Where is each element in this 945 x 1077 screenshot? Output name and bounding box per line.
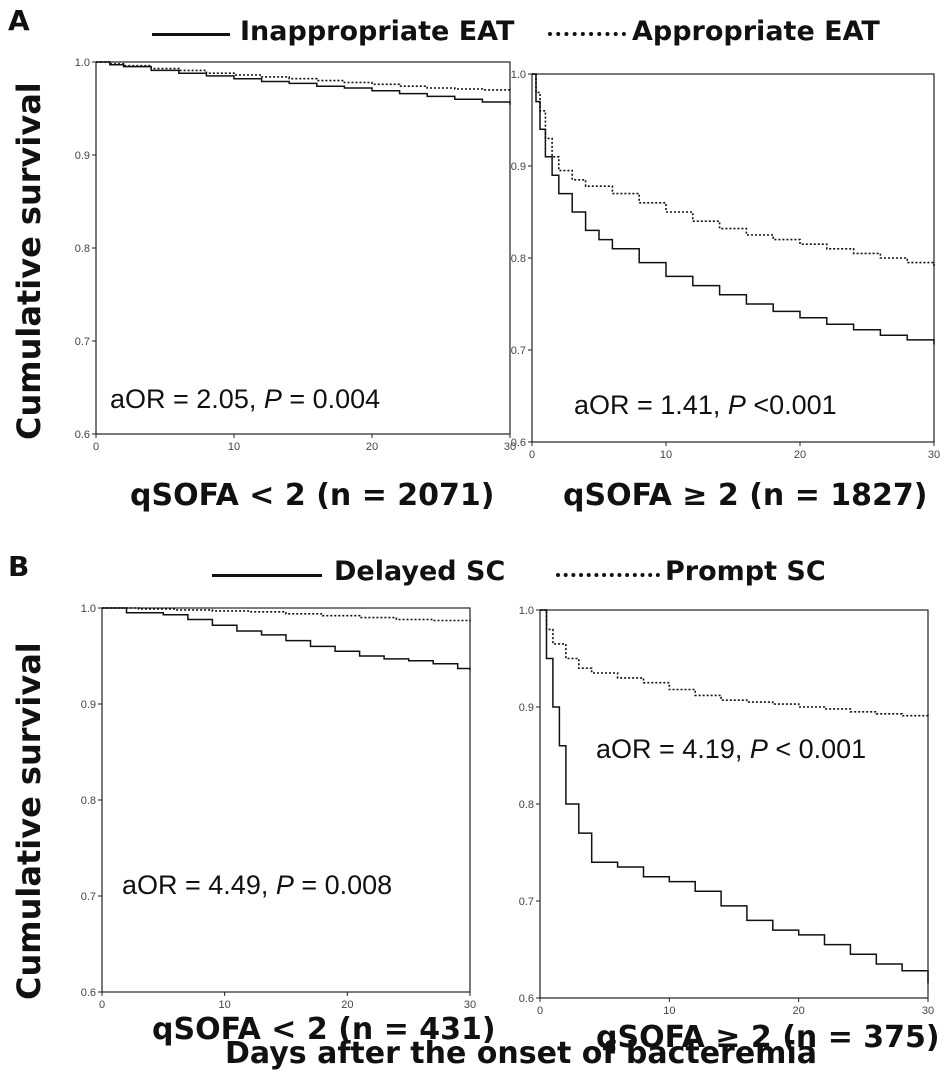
- aor-text: aOR = 4.49,: [122, 870, 276, 900]
- x-tick-label: 0: [529, 449, 535, 461]
- legend-label-prompt-sc: Prompt SC: [665, 556, 826, 587]
- aor-annotation: aOR = 4.19, P < 0.001: [596, 734, 866, 765]
- subtitle-b-qsofa-ge2: qSOFA ≥ 2 (n = 375): [596, 1020, 940, 1055]
- x-tick-label: 10: [219, 999, 231, 1011]
- y-tick-label: 0.7: [511, 345, 526, 357]
- subtitle-a-qsofa-ge2: qSOFA ≥ 2 (n = 1827): [563, 478, 928, 513]
- aor-annotation: aOR = 1.41, P <0.001: [574, 390, 837, 421]
- x-tick-label: 30: [922, 1005, 934, 1017]
- x-tick-label: 0: [537, 1005, 543, 1017]
- subtitle-b-qsofa-lt2: qSOFA < 2 (n = 431): [152, 1012, 496, 1047]
- x-tick-label: 20: [794, 449, 806, 461]
- legend-solid-line-b: [212, 574, 322, 577]
- x-tick-label: 10: [228, 441, 240, 453]
- km-plot-a-qsofa-ge2: 0.6 0.7 0.8 0.9 1.0 0 10 20 30: [511, 69, 940, 461]
- y-tick-label: 0.8: [519, 799, 534, 811]
- series-line-dotted: [102, 607, 471, 622]
- x-tick-label: 20: [341, 999, 353, 1011]
- y-axis-label-b: Cumulative survival: [10, 642, 48, 1000]
- km-plot-a-qsofa-lt2: 0.6 0.7 0.8 0.9 1.0 0 10 20 30: [75, 57, 516, 453]
- p-value-text: <0.001: [745, 390, 837, 420]
- panel-label-a: A: [8, 4, 30, 37]
- aor-text: aOR = 4.19,: [596, 734, 750, 764]
- legend-label-inappropriate-eat: Inappropriate EAT: [240, 16, 515, 47]
- x-tick-label: 30: [464, 999, 476, 1011]
- aor-annotation: aOR = 2.05, P = 0.004: [110, 384, 380, 415]
- panel-label-b: B: [8, 550, 30, 583]
- plot-frame: [539, 609, 929, 999]
- series-line-solid: [102, 607, 471, 671]
- plot-frame: [531, 73, 935, 443]
- legend-dotted-line-a: [548, 32, 626, 36]
- x-tick-label: 10: [660, 449, 672, 461]
- p-value-text: < 0.001: [767, 734, 867, 764]
- y-tick-label: 0.9: [511, 161, 526, 173]
- y-tick-label: 0.8: [511, 253, 526, 265]
- legend-solid-line-a: [152, 33, 230, 36]
- series-line-dotted: [96, 61, 511, 91]
- series-line-solid: [540, 609, 929, 984]
- y-tick-label: 0.6: [81, 987, 96, 999]
- x-tick-label: 10: [663, 1005, 675, 1017]
- y-tick-label: 0.9: [519, 702, 534, 714]
- series-line-dotted: [540, 609, 929, 718]
- legend-label-appropriate-eat: Appropriate EAT: [632, 16, 880, 47]
- aor-text: aOR = 1.41,: [574, 390, 728, 420]
- subtitle-a-qsofa-lt2: qSOFA < 2 (n = 2071): [130, 478, 495, 513]
- y-tick-label: 0.8: [75, 243, 90, 255]
- plot-frame: [101, 607, 471, 993]
- x-tick-label: 0: [93, 441, 99, 453]
- series-line-dotted: [532, 73, 935, 268]
- y-tick-label: 0.7: [75, 336, 90, 348]
- plot-frame: [95, 61, 511, 435]
- aor-annotation: aOR = 4.49, P = 0.008: [122, 870, 392, 901]
- p-symbol: P: [749, 734, 768, 764]
- km-plot-b-qsofa-lt2: 0.6 0.7 0.8 0.9 1.0 0 10 20 30: [81, 603, 476, 1011]
- km-plot-b-qsofa-ge2: 0.6 0.7 0.8 0.9 1.0 0 10 20 30: [519, 605, 934, 1017]
- x-tick-label: 20: [366, 441, 378, 453]
- x-tick-label: 20: [793, 1005, 805, 1017]
- p-symbol: P: [727, 390, 746, 420]
- y-tick-label: 0.7: [519, 896, 534, 908]
- y-tick-label: 0.6: [75, 429, 90, 441]
- x-tick-label: 30: [504, 441, 516, 453]
- y-tick-label: 0.6: [511, 437, 526, 449]
- legend-dotted-line-b: [556, 573, 660, 577]
- legend-label-delayed-sc: Delayed SC: [334, 556, 506, 587]
- y-tick-label: 0.9: [81, 699, 96, 711]
- p-symbol: P: [263, 384, 282, 414]
- y-tick-label: 0.8: [81, 795, 96, 807]
- y-tick-label: 1.0: [75, 57, 90, 69]
- x-tick-label: 30: [928, 449, 940, 461]
- y-tick-label: 1.0: [81, 603, 96, 615]
- aor-text: aOR = 2.05,: [110, 384, 264, 414]
- common-x-axis-label: Days after the onset of bacteremia: [225, 1036, 817, 1071]
- y-axis-label-a: Cumulative survival: [10, 82, 48, 440]
- y-tick-label: 0.9: [75, 150, 90, 162]
- y-tick-label: 0.7: [81, 891, 96, 903]
- p-value-text: = 0.004: [281, 384, 381, 414]
- p-value-text: = 0.008: [293, 870, 393, 900]
- y-tick-label: 1.0: [511, 69, 526, 81]
- p-symbol: P: [275, 870, 294, 900]
- y-tick-label: 1.0: [519, 605, 534, 617]
- series-line-solid: [532, 73, 935, 345]
- y-tick-label: 0.6: [519, 993, 534, 1005]
- x-tick-label: 0: [99, 999, 105, 1011]
